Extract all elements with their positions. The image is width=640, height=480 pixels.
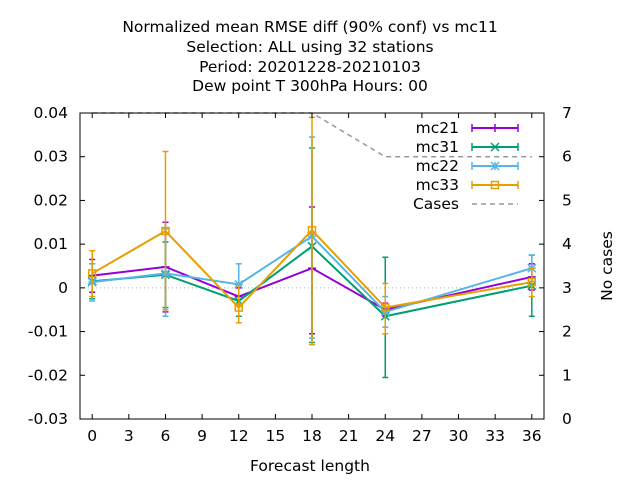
- y2-tick-label: 1: [562, 366, 572, 384]
- axes: 0 3 6 9 12 15 18 21 24 27 30 33 36-0.03-0.02-0.0100.…: [28, 104, 572, 445]
- y2-tick-label: 4: [562, 235, 572, 253]
- x-tick-label: 12: [229, 427, 249, 445]
- legend-label: Cases: [413, 195, 459, 213]
- legend-label: mc31: [416, 138, 459, 156]
- y-tick-label: 0.01: [33, 235, 68, 253]
- legend-item-mc22: mc22: [416, 157, 519, 175]
- legend-item-cases: Cases: [413, 195, 518, 213]
- title-line-3: Period: 20201228-20210103: [199, 58, 421, 76]
- title-line-1: Normalized mean RMSE diff (90% conf) vs …: [122, 18, 497, 36]
- point-marker: [87, 269, 97, 278]
- series-mc33: [87, 116, 537, 346]
- y2-tick-label: 7: [562, 104, 572, 122]
- x-axis-label: Forecast length: [250, 457, 370, 475]
- y-tick-label: 0: [58, 279, 68, 297]
- y2-tick-label: 2: [562, 323, 572, 341]
- x-tick-label: 3: [124, 427, 134, 445]
- y2-tick-label: 0: [562, 410, 572, 428]
- point-marker: [490, 180, 500, 190]
- y2-tick-label: 6: [562, 148, 572, 166]
- legend-label: mc33: [416, 176, 459, 194]
- x-tick-label: 33: [485, 427, 505, 445]
- legend-item-mc33: mc33: [416, 176, 519, 194]
- legend-item-mc21: mc21: [416, 119, 519, 137]
- series-line: [91, 228, 532, 309]
- x-tick-label: 27: [412, 427, 432, 445]
- y-tick-label: -0.01: [28, 323, 68, 341]
- point-marker: [527, 277, 537, 287]
- y-tick-label: 0.04: [33, 104, 68, 122]
- point-marker: [161, 226, 170, 236]
- title-line-4: Dew point T 300hPa Hours: 00: [192, 77, 428, 95]
- x-tick-label: 30: [449, 427, 469, 445]
- point-marker: [307, 225, 317, 235]
- point-marker: [234, 279, 244, 289]
- y2-tick-label: 3: [562, 279, 572, 297]
- y2-axis-label: No cases: [598, 231, 616, 301]
- point-marker: [234, 303, 243, 312]
- x-tick-label: 15: [266, 427, 286, 445]
- point-marker: [490, 142, 500, 152]
- y-tick-label: -0.03: [28, 410, 68, 428]
- legend-label: mc22: [416, 157, 459, 175]
- point-marker: [490, 161, 500, 171]
- y-tick-label: 0.02: [33, 191, 68, 209]
- x-tick-label: 6: [161, 427, 171, 445]
- chart-title: Normalized mean RMSE diff (90% conf) vs …: [122, 18, 497, 95]
- legend-item-mc31: mc31: [416, 138, 519, 156]
- x-tick-label: 0: [87, 427, 97, 445]
- series-line: [92, 234, 533, 314]
- x-tick-label: 36: [522, 427, 542, 445]
- x-tick-label: 24: [375, 427, 395, 445]
- y-tick-label: 0.03: [33, 148, 68, 166]
- series-layer: [87, 116, 537, 379]
- x-tick-label: 21: [339, 427, 359, 445]
- legend-label: mc21: [416, 119, 459, 137]
- point-marker: [381, 303, 390, 312]
- title-line-2: Selection: ALL using 32 stations: [186, 38, 433, 56]
- y2-tick-label: 5: [562, 191, 572, 209]
- y-tick-label: -0.02: [28, 366, 68, 384]
- x-tick-label: 18: [302, 427, 322, 445]
- x-tick-label: 9: [197, 427, 207, 445]
